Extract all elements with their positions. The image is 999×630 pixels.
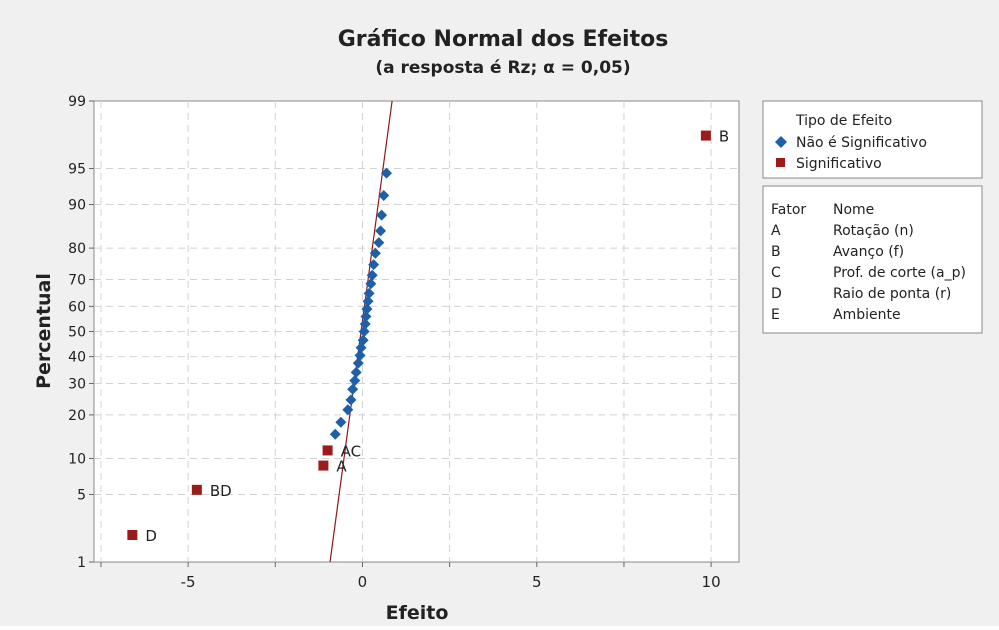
y-tick-label: 20 xyxy=(68,408,86,424)
point-not-significant xyxy=(363,287,375,299)
legend-title: Tipo de Efeito xyxy=(795,113,892,129)
point-not-significant xyxy=(335,416,347,428)
chart-subtitle: (a resposta é Rz; α = 0,05) xyxy=(375,58,630,78)
factor-table-box xyxy=(762,185,983,334)
legend-box xyxy=(762,100,983,179)
point-significant xyxy=(322,445,333,456)
factor-name: Ambiente xyxy=(833,307,901,323)
point-not-significant xyxy=(350,366,362,378)
x-tick-label: 5 xyxy=(532,573,542,591)
factor-table-rows: A Rotação (n) B Avanço (f) C Prof. de corte (… xyxy=(771,223,966,323)
point-significant xyxy=(700,130,711,141)
legend-entry-significant: Significativo xyxy=(796,156,882,172)
factor-table-header-factor: Fator xyxy=(771,202,806,218)
y-tick-label: 99 xyxy=(68,94,86,110)
y-tick-label: 95 xyxy=(68,162,86,178)
point-not-significant xyxy=(369,247,381,259)
point-label: AC xyxy=(341,442,361,460)
x-tick-label: 0 xyxy=(358,573,368,591)
x-axis-label: Efeito xyxy=(386,602,449,624)
point-not-significant xyxy=(375,225,387,237)
y-tick-label: 40 xyxy=(68,350,86,366)
y-tick-label: 60 xyxy=(68,299,86,315)
point-not-significant xyxy=(342,404,354,416)
point-not-significant xyxy=(329,428,341,440)
point-not-significant xyxy=(345,394,357,406)
factor-name: Rotação (n) xyxy=(833,223,914,239)
point-label: B xyxy=(719,128,729,146)
legend-entry-not-significant: Não é Significativo xyxy=(796,135,927,151)
factor-table-header-name: Nome xyxy=(833,202,874,218)
data-points: B ACA BD D xyxy=(127,128,729,545)
y-axis: 1 5 10 20 30 40 50 60 70 80 90 95 99 xyxy=(68,94,94,571)
x-tick-label: -5 xyxy=(181,573,196,591)
y-tick-label: 70 xyxy=(68,273,86,289)
legend-square-icon xyxy=(776,158,785,167)
x-tick-label: 10 xyxy=(702,573,721,591)
point-not-significant xyxy=(366,269,378,281)
y-tick-label: 90 xyxy=(68,198,86,214)
point-label: BD xyxy=(210,482,232,500)
point-not-significant xyxy=(360,311,372,323)
point-not-significant xyxy=(365,278,377,290)
factor-code: D xyxy=(771,286,782,302)
factor-table: Fator Nome A Rotação (n) B Avanço (f) C Prof.… xyxy=(762,185,983,334)
point-significant xyxy=(127,529,138,540)
point-not-significant xyxy=(347,383,359,395)
point-label: A xyxy=(336,458,347,476)
factor-name: Prof. de corte (a_p) xyxy=(833,265,966,281)
point-not-significant xyxy=(362,295,374,307)
point-not-significant xyxy=(361,303,373,315)
point-not-significant xyxy=(357,334,369,346)
legend: Tipo de Efeito Não é Significativo Signi… xyxy=(762,100,983,179)
y-tick-label: 1 xyxy=(77,555,86,571)
point-significant xyxy=(318,460,329,471)
y-tick-label: 50 xyxy=(68,325,86,341)
point-not-significant xyxy=(378,190,390,202)
point-not-significant xyxy=(349,375,361,387)
point-not-significant xyxy=(354,349,366,361)
point-label: D xyxy=(145,527,157,545)
factor-code: E xyxy=(771,307,780,323)
y-tick-label: 10 xyxy=(68,451,86,467)
y-tick-label: 80 xyxy=(68,241,86,257)
point-not-significant xyxy=(373,237,385,249)
point-not-significant xyxy=(352,357,364,369)
point-not-significant xyxy=(376,209,388,221)
point-not-significant xyxy=(381,167,393,179)
x-axis: -5 0 5 10 xyxy=(100,562,721,591)
legend-diamond-icon xyxy=(775,136,787,148)
point-not-significant xyxy=(358,326,370,337)
grid-lines xyxy=(94,101,739,562)
factor-name: Avanço (f) xyxy=(833,244,904,260)
point-significant xyxy=(191,484,202,495)
chart-title: Gráfico Normal dos Efeitos xyxy=(338,27,669,52)
point-not-significant xyxy=(368,259,380,271)
y-tick-label: 30 xyxy=(68,376,86,392)
factor-code: A xyxy=(771,223,781,239)
factor-name: Raio de ponta (r) xyxy=(833,286,951,302)
y-axis-label: Percentual xyxy=(33,273,55,389)
y-tick-label: 5 xyxy=(77,487,86,503)
factor-code: B xyxy=(771,244,781,260)
factor-code: C xyxy=(771,265,781,281)
point-not-significant xyxy=(359,318,371,330)
